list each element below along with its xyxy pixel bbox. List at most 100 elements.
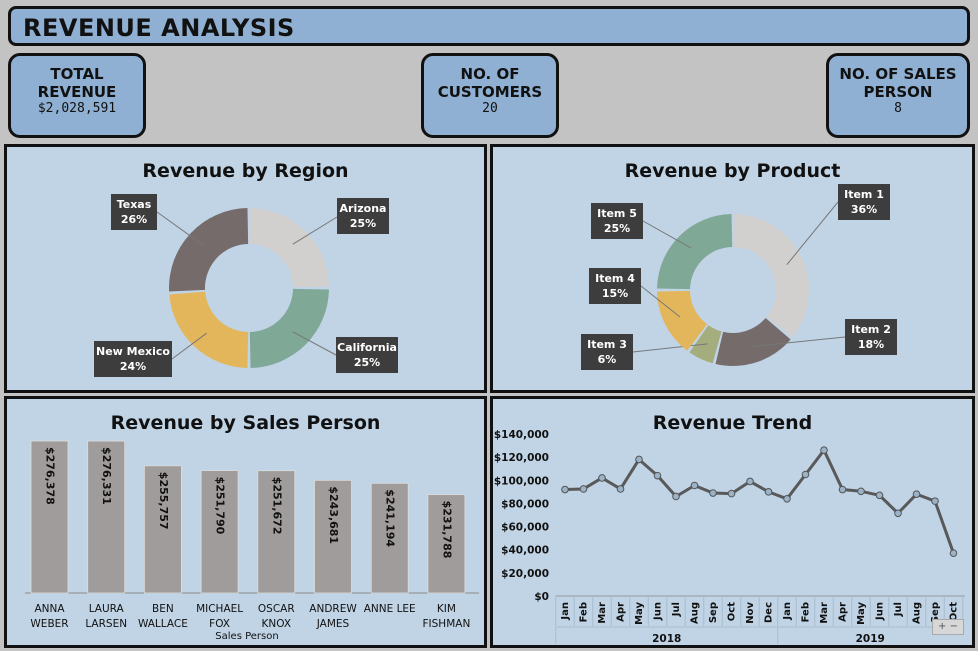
month-label-2: Mar bbox=[597, 602, 608, 624]
slice-label-california: California bbox=[337, 341, 397, 354]
category-label-2-0: BEN bbox=[152, 603, 174, 615]
month-label-18: Jul bbox=[893, 602, 904, 617]
chart-zoom-buttons[interactable]: + − bbox=[932, 619, 964, 635]
category-label-5-1: JAMES bbox=[316, 618, 350, 630]
category-label-7-0: KIM bbox=[437, 603, 456, 615]
bar-value-label-2: $255,757 bbox=[157, 472, 170, 530]
kpi-total-revenue-label: TOTAL REVENUE bbox=[37, 65, 117, 101]
trend-point-9 bbox=[727, 489, 736, 498]
month-label-9: Oct bbox=[727, 602, 738, 621]
slice-item-4 bbox=[657, 290, 708, 351]
callout-box-item-4 bbox=[589, 268, 641, 304]
category-label-1-0: LAURA bbox=[89, 603, 125, 615]
kpi-customers-label: NO. OF CUSTOMERS bbox=[437, 65, 543, 101]
slice-label-new-mexico: New Mexico bbox=[96, 345, 170, 358]
zoom-in-icon[interactable]: + bbox=[938, 621, 947, 632]
bar-value-label-5: $243,681 bbox=[327, 486, 340, 544]
category-label-3-1: FOX bbox=[209, 618, 230, 630]
slice-pct-item-2: 18% bbox=[858, 338, 884, 351]
bar-3 bbox=[200, 470, 239, 594]
bar-value-label-6: $241,194 bbox=[384, 489, 397, 547]
dashboard-title: REVENUE ANALYSIS bbox=[23, 14, 295, 42]
category-label-0-0: ANNA bbox=[34, 603, 65, 615]
slice-pct-california: 25% bbox=[354, 356, 380, 369]
bar-value-label-3: $251,790 bbox=[214, 477, 227, 535]
year-label-2018: 2018 bbox=[652, 633, 681, 645]
bar-2 bbox=[143, 465, 182, 594]
trend-point-11 bbox=[764, 488, 773, 496]
y-tick-label-6: $120,000 bbox=[494, 452, 549, 464]
trend-point-17 bbox=[875, 491, 884, 500]
kpi-sales-persons-value: 8 bbox=[894, 101, 902, 116]
category-label-4-0: OSCAR bbox=[258, 603, 295, 615]
slice-label-item-4: Item 4 bbox=[595, 272, 635, 285]
callout-box-item-1 bbox=[838, 184, 890, 220]
trend-point-1 bbox=[579, 485, 588, 493]
category-label-7-1: FISHMAN bbox=[423, 618, 471, 630]
y-tick-label-7: $140,000 bbox=[494, 429, 549, 441]
leader-line-arizona bbox=[292, 216, 338, 245]
category-label-2-1: WALLACE bbox=[138, 618, 188, 630]
trend-point-13 bbox=[801, 470, 810, 479]
trend-point-3 bbox=[616, 485, 625, 493]
zoom-out-icon[interactable]: − bbox=[949, 621, 958, 632]
trend-point-6 bbox=[672, 492, 680, 501]
category-label-1-1: LARSEN bbox=[85, 618, 127, 630]
bar-7 bbox=[427, 494, 466, 594]
bar-1 bbox=[87, 440, 126, 594]
month-label-6: Jul bbox=[671, 602, 682, 617]
region-donut-chart: Arizona 25% California 25% New Mexico 24% Texa… bbox=[94, 194, 398, 377]
bar-4 bbox=[257, 470, 296, 594]
bar-value-label-0: $276,378 bbox=[44, 447, 57, 505]
slice-item-1 bbox=[733, 214, 809, 338]
revenue-trend-line-chart: $0 $20,000 $40,000 $60,000 $80,000 $100,000 $1… bbox=[494, 429, 965, 645]
month-label-1: Feb bbox=[579, 602, 590, 622]
trend-point-12 bbox=[783, 495, 791, 503]
y-tick-label-4: $80,000 bbox=[501, 498, 549, 510]
slice-pct-item-5: 25% bbox=[604, 222, 630, 235]
trend-line bbox=[564, 448, 955, 554]
slice-arizona bbox=[249, 208, 329, 288]
trend-point-16 bbox=[857, 487, 865, 496]
month-label-20: Sep bbox=[930, 602, 941, 623]
dashboard-title-bar: REVENUE ANALYSIS bbox=[8, 6, 970, 46]
product-donut-chart: Item 1 36% Item 2 18% Item 3 6% Item 4 15% Item … bbox=[581, 184, 897, 370]
slice-item-5 bbox=[657, 214, 733, 290]
category-label-6-0: ANNE LEE bbox=[364, 603, 416, 615]
callout-box-new-mexico bbox=[94, 341, 172, 377]
callout-box-california bbox=[336, 337, 398, 373]
kpi-total-revenue-value: $2,028,591 bbox=[37, 101, 117, 116]
month-label-17: Jun bbox=[875, 602, 886, 621]
kpi-sales-persons: NO. OF SALES PERSON 8 bbox=[826, 53, 970, 138]
category-label-5-0: ANDREW bbox=[309, 603, 357, 615]
trend-point-20 bbox=[931, 497, 939, 505]
chart-title-sales-person: Revenue by Sales Person bbox=[110, 412, 381, 434]
trend-point-0 bbox=[561, 485, 569, 494]
leader-line-item-2 bbox=[751, 336, 846, 348]
slice-pct-item-4: 15% bbox=[602, 287, 628, 300]
y-tick-label-3: $60,000 bbox=[501, 522, 549, 534]
slice-texas bbox=[169, 208, 249, 292]
month-label-7: Aug bbox=[690, 602, 701, 624]
slice-california bbox=[249, 288, 329, 368]
month-label-15: Apr bbox=[838, 602, 849, 622]
bar-value-label-7: $231,788 bbox=[440, 501, 453, 559]
kpi-customers: NO. OF CUSTOMERS 20 bbox=[421, 53, 559, 138]
category-label-3-0: MICHAEL bbox=[196, 603, 243, 615]
category-label-0-1: WEBER bbox=[30, 618, 68, 630]
leader-line-item-4 bbox=[640, 285, 681, 318]
slice-pct-arizona: 25% bbox=[350, 217, 376, 230]
kpi-total-revenue: TOTAL REVENUE $2,028,591 bbox=[8, 53, 146, 138]
category-label-4-1: KNOX bbox=[262, 618, 292, 630]
trend-point-10 bbox=[746, 477, 754, 486]
panel-revenue-trend: Revenue Trend $0 $20,000 $40,000 $60,000 $80… bbox=[490, 396, 975, 648]
slice-pct-new-mexico: 24% bbox=[120, 360, 146, 373]
slice-label-item-5: Item 5 bbox=[597, 207, 637, 220]
y-tick-label-0: $0 bbox=[534, 591, 549, 603]
trend-point-8 bbox=[709, 489, 717, 497]
slice-label-item-3: Item 3 bbox=[587, 338, 627, 351]
month-label-0: Jan bbox=[560, 602, 571, 621]
panel-revenue-by-region: Revenue by Region Arizona 25% California 25… bbox=[4, 144, 487, 393]
month-label-13: Feb bbox=[801, 602, 812, 622]
slice-pct-item-1: 36% bbox=[851, 203, 877, 216]
